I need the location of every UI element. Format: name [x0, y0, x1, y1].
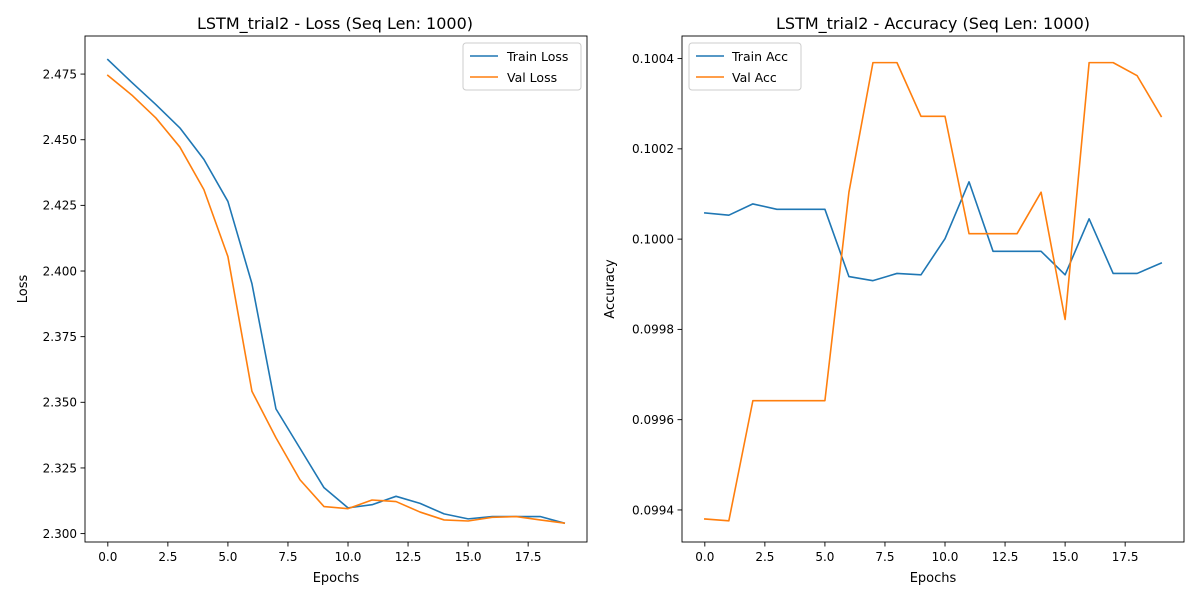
- loss-series-line-val: [106, 74, 566, 524]
- accuracy-x-tick-label: 12.5: [992, 550, 1019, 564]
- accuracy-chart: LSTM_trial2 - Accuracy (Seq Len: 1000) 0…: [603, 14, 1185, 586]
- loss-y-tick-label: 2.425: [43, 199, 77, 213]
- loss-x-ticks: 0.0 2.5 5.0 7.5 10.0 12.5 15.0 17.5: [98, 542, 542, 564]
- loss-y-tick-label: 2.475: [43, 67, 77, 81]
- loss-x-tick-label: 5.0: [218, 550, 237, 564]
- loss-legend-label-val: Val Loss: [507, 70, 557, 85]
- accuracy-x-axis-label: Epochs: [910, 571, 957, 586]
- accuracy-x-tick-label: 0.0: [695, 550, 714, 564]
- loss-chart: LSTM_trial2 - Loss (Seq Len: 1000) 0.0 2.…: [16, 14, 588, 586]
- accuracy-legend-label-train: Train Acc: [731, 49, 788, 64]
- loss-legend: Train Loss Val Loss: [462, 42, 582, 91]
- accuracy-y-axis-label: Accuracy: [603, 259, 618, 319]
- loss-y-tick-label: 2.300: [43, 527, 77, 541]
- accuracy-series-line-val: [703, 61, 1163, 522]
- accuracy-x-tick-label: 10.0: [932, 550, 959, 564]
- loss-chart-title: LSTM_trial2 - Loss (Seq Len: 1000): [197, 14, 473, 34]
- accuracy-x-tick-label: 17.5: [1112, 550, 1139, 564]
- loss-lines: [106, 58, 566, 525]
- accuracy-x-tick-label: 15.0: [1052, 550, 1079, 564]
- loss-series-line-train: [106, 58, 566, 525]
- accuracy-lines: [703, 61, 1163, 522]
- accuracy-x-tick-label: 5.0: [815, 550, 834, 564]
- loss-legend-box: [462, 42, 582, 91]
- loss-x-tick-label: 2.5: [158, 550, 177, 564]
- accuracy-series-line-train: [703, 181, 1163, 282]
- accuracy-legend: Train Acc Val Acc: [688, 42, 802, 91]
- loss-x-tick-label: 10.0: [335, 550, 362, 564]
- loss-x-tick-label: 15.0: [455, 550, 482, 564]
- loss-y-ticks: 2.300 2.325 2.350 2.375 2.400 2.425 2.450 2.475: [43, 67, 85, 541]
- accuracy-x-tick-label: 2.5: [755, 550, 774, 564]
- loss-y-tick-label: 2.400: [43, 264, 77, 278]
- loss-plot-frame: [84, 35, 588, 543]
- loss-y-tick-label: 2.450: [43, 133, 77, 147]
- accuracy-y-tick-label: 0.0994: [632, 503, 674, 517]
- accuracy-x-ticks: 0.0 2.5 5.0 7.5 10.0 12.5 15.0 17.5: [695, 542, 1139, 564]
- accuracy-y-tick-label: 0.1004: [632, 52, 674, 66]
- loss-y-axis-label: Loss: [16, 275, 31, 304]
- loss-x-tick-label: 17.5: [515, 550, 542, 564]
- loss-x-tick-label: 12.5: [395, 550, 422, 564]
- accuracy-y-tick-label: 0.0998: [632, 323, 674, 337]
- accuracy-legend-label-val: Val Acc: [732, 70, 777, 85]
- accuracy-y-ticks: 0.0994 0.0996 0.0998 0.1000 0.1002 0.1004: [632, 52, 682, 517]
- accuracy-x-tick-label: 7.5: [875, 550, 894, 564]
- accuracy-y-tick-label: 0.1000: [632, 232, 674, 246]
- loss-y-tick-label: 2.325: [43, 461, 77, 475]
- loss-x-tick-label: 0.0: [98, 550, 117, 564]
- loss-x-axis-label: Epochs: [313, 571, 360, 586]
- loss-legend-label-train: Train Loss: [506, 49, 568, 64]
- accuracy-chart-title: LSTM_trial2 - Accuracy (Seq Len: 1000): [776, 14, 1090, 34]
- accuracy-y-tick-label: 0.0996: [632, 413, 674, 427]
- loss-x-tick-label: 7.5: [278, 550, 297, 564]
- accuracy-legend-box: [688, 42, 802, 91]
- loss-y-tick-label: 2.375: [43, 330, 77, 344]
- accuracy-plot-frame: [681, 35, 1185, 543]
- loss-y-tick-label: 2.350: [43, 396, 77, 410]
- accuracy-y-tick-label: 0.1002: [632, 142, 674, 156]
